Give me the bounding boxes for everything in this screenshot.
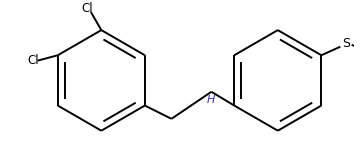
Text: Cl: Cl [81, 2, 93, 15]
Text: Cl: Cl [27, 54, 39, 67]
Text: H: H [206, 95, 215, 105]
Text: S: S [342, 37, 350, 50]
